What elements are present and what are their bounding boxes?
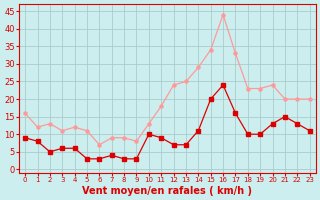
X-axis label: Vent moyen/en rafales ( km/h ): Vent moyen/en rafales ( km/h ) <box>82 186 252 196</box>
